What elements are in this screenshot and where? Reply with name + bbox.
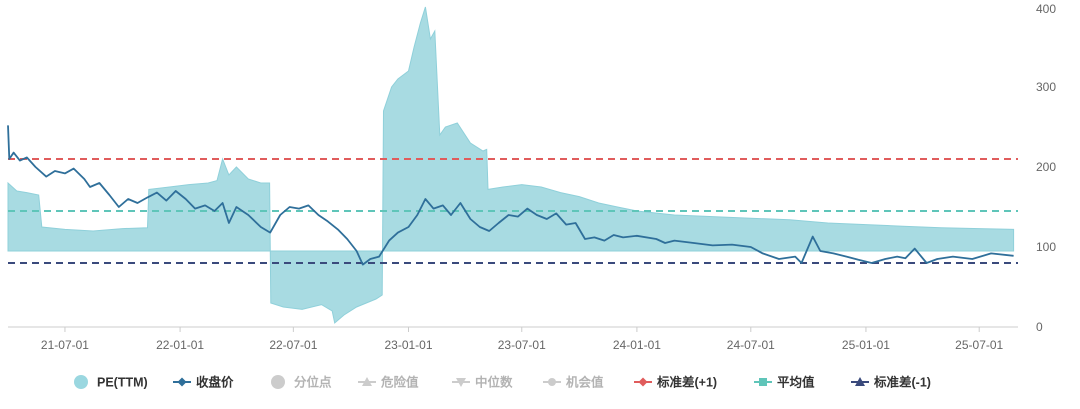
- legend-marker-shape: [638, 377, 648, 387]
- y-tick-label: 0: [1036, 320, 1043, 334]
- legend-label: PE(TTM): [97, 376, 148, 390]
- legend-item[interactable]: 中位数: [452, 375, 513, 390]
- y-axis-ticks: 0 100 200 300 400: [1036, 2, 1056, 334]
- close-price-line: [7, 125, 1014, 266]
- legend-item[interactable]: 分位点: [271, 375, 332, 390]
- x-axis-ticks: 21-07-01 22-01-01 22-07-01 23-01-01 23-07-01…: [41, 327, 1004, 352]
- legend-item[interactable]: 标准差(+1): [634, 375, 717, 390]
- x-tick-label: 23-07-01: [498, 338, 546, 352]
- x-tick-label: 22-07-01: [269, 338, 317, 352]
- legend-label: 机会值: [566, 375, 604, 390]
- legend-marker: [74, 375, 88, 389]
- legend-label: 分位点: [294, 375, 332, 390]
- y-tick-label: 100: [1036, 240, 1056, 254]
- x-tick-label: 22-01-01: [156, 338, 204, 352]
- legend-item[interactable]: 标准差(-1): [851, 375, 931, 390]
- x-tick-label: 21-07-01: [41, 338, 89, 352]
- legend-item[interactable]: 机会值: [543, 375, 604, 390]
- x-tick-label: 25-07-01: [955, 338, 1003, 352]
- legend-marker-shape: [548, 378, 556, 386]
- y-tick-label: 300: [1036, 80, 1056, 94]
- legend-marker: [271, 375, 285, 389]
- legend-label: 标准差(-1): [873, 375, 931, 390]
- y-tick-label: 200: [1036, 160, 1056, 174]
- x-tick-label: 23-01-01: [384, 338, 432, 352]
- legend-label: 中位数: [475, 375, 513, 390]
- legend-marker-shape: [456, 378, 466, 387]
- legend-label: 平均值: [777, 375, 815, 390]
- legend-marker-shape: [177, 377, 187, 387]
- y-tick-label: 400: [1036, 2, 1056, 16]
- legend-marker-shape: [362, 377, 372, 386]
- x-tick-label: 24-01-01: [613, 338, 661, 352]
- legend-marker-shape: [759, 378, 767, 386]
- legend-label: 标准差(+1): [656, 375, 717, 390]
- x-tick-label: 24-07-01: [727, 338, 775, 352]
- legend: PE(TTM) 收盘价 分位点 危险值 中位数 机会值 标准差(+1) 平均值 标准差(-1): [74, 375, 931, 390]
- legend-label: 收盘价: [196, 375, 234, 390]
- legend-item[interactable]: 收盘价: [173, 375, 234, 390]
- legend-item[interactable]: 平均值: [754, 375, 815, 390]
- legend-marker-shape: [855, 377, 865, 386]
- plot-area: [7, 6, 1018, 324]
- legend-item[interactable]: 危险值: [358, 375, 419, 390]
- x-tick-label: 25-01-01: [842, 338, 890, 352]
- legend-item[interactable]: PE(TTM): [74, 375, 148, 390]
- legend-label: 危险值: [380, 375, 419, 390]
- pe-ttm-area: [7, 6, 1015, 324]
